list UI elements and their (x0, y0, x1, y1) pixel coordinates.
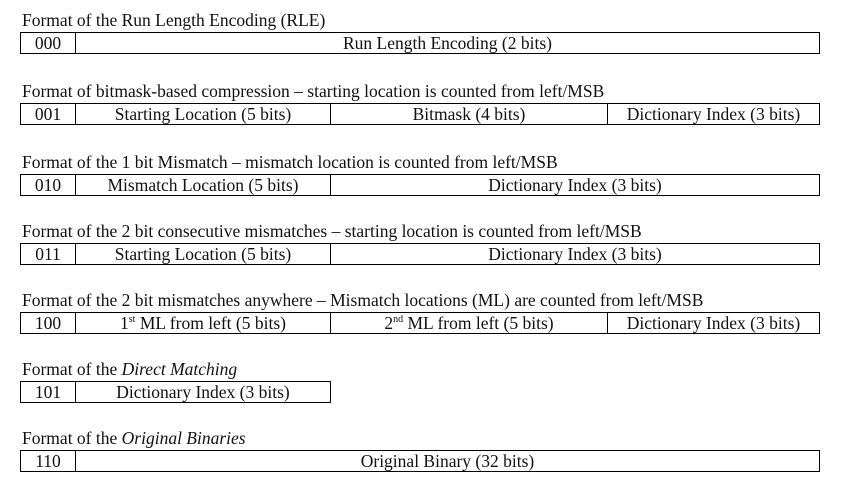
bitmask-code-cell: 001 (34, 104, 62, 124)
one-bit-code-cell: 010 (34, 175, 62, 195)
bitmask-field-bitmask: Bitmask (4 bits) (330, 104, 607, 124)
rle-format-row: 000 Run Length Encoding (2 bits) (20, 32, 820, 54)
original-binaries-row: 110 Original Binary (32 bits) (20, 450, 820, 472)
two-bit-anywhere-field-dictionary-index: Dictionary Index (3 bits) (607, 313, 819, 333)
one-bit-mismatch-title: Format of the 1 bit Mismatch – mismatch … (22, 152, 558, 172)
two-bit-anywhere-field-second-ml: 2nd ML from left (5 bits) (330, 313, 607, 333)
direct-matching-title: Format of the Direct Matching (22, 359, 237, 379)
two-bit-anywhere-title: Format of the 2 bit mismatches anywhere … (22, 290, 704, 310)
rle-format-title: Format of the Run Length Encoding (RLE) (22, 10, 326, 30)
original-binaries-title-prefix: Format of the (22, 428, 122, 448)
direct-matching-code-cell: 101 (34, 382, 62, 402)
direct-matching-row: 101 Dictionary Index (3 bits) (20, 381, 331, 403)
original-binaries-title-italic: Original Binaries (121, 428, 246, 448)
second-ml-ordinal: 2 (384, 313, 394, 333)
direct-matching-field-dictionary-index: Dictionary Index (3 bits) (75, 382, 330, 402)
one-bit-field-dictionary-index: Dictionary Index (3 bits) (330, 175, 819, 195)
two-bit-anywhere-row: 100 1st ML from left (5 bits) 2nd ML fro… (20, 312, 820, 334)
bitmask-field-starting-location: Starting Location (5 bits) (75, 104, 330, 124)
bitmask-field-dictionary-index: Dictionary Index (3 bits) (607, 104, 819, 124)
two-bit-consecutive-field-dictionary-index: Dictionary Index (3 bits) (330, 244, 819, 264)
two-bit-anywhere-field-first-ml: 1st ML from left (5 bits) (75, 313, 330, 333)
two-bit-consecutive-title: Format of the 2 bit consecutive mismatch… (22, 221, 642, 241)
original-binaries-title: Format of the Original Binaries (22, 428, 246, 448)
two-bit-consecutive-code-cell: 011 (35, 244, 61, 264)
first-ml-label: ML from left (5 bits) (135, 313, 286, 333)
two-bit-consecutive-field-starting-location: Starting Location (5 bits) (75, 244, 330, 264)
direct-matching-title-italic: Direct Matching (121, 359, 238, 379)
bitmask-format-row: 001 Starting Location (5 bits) Bitmask (… (20, 103, 820, 125)
rle-code-cell: 000 (34, 33, 62, 53)
first-ml-ordinal: 1 (120, 313, 129, 333)
two-bit-consecutive-row: 011 Starting Location (5 bits) Dictionar… (20, 243, 820, 265)
original-binaries-code-cell: 110 (35, 451, 61, 471)
second-ml-label: ML from left (5 bits) (403, 313, 554, 333)
two-bit-anywhere-code-cell: 100 (34, 313, 62, 333)
direct-matching-title-prefix: Format of the (22, 359, 122, 379)
bitmask-format-title: Format of bitmask-based compression – st… (22, 81, 605, 101)
rle-field-run-length: Run Length Encoding (2 bits) (75, 33, 819, 53)
original-binaries-field-original-binary: Original Binary (32 bits) (75, 451, 819, 471)
first-ml-ordinal-suffix: st (128, 314, 136, 325)
one-bit-field-mismatch-location: Mismatch Location (5 bits) (75, 175, 330, 195)
second-ml-ordinal-suffix: nd (393, 314, 404, 325)
one-bit-mismatch-row: 010 Mismatch Location (5 bits) Dictionar… (20, 174, 820, 196)
